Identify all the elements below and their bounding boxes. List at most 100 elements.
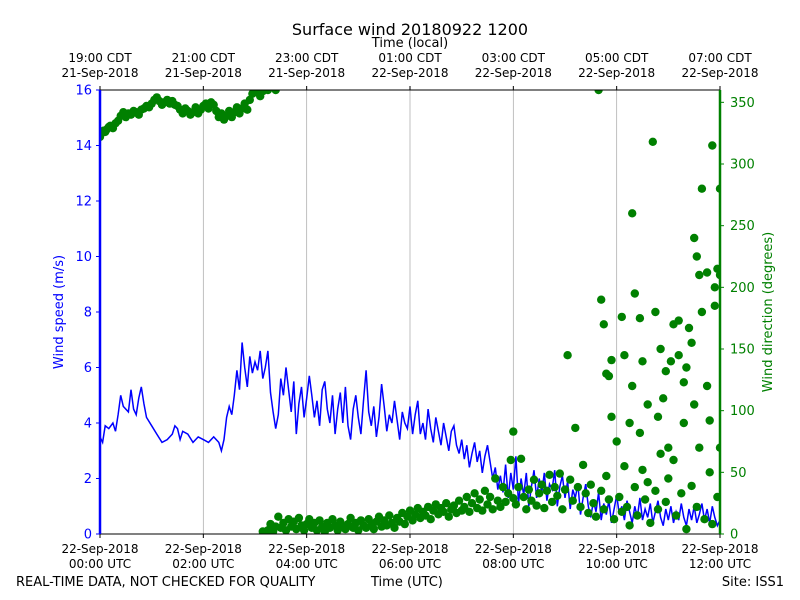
wind-direction-point (661, 367, 670, 376)
wind-direction-point (604, 371, 614, 381)
wind-direction-point (664, 443, 673, 452)
right-axis-label: Wind direction (degrees) (761, 232, 776, 392)
wind-direction-point (702, 381, 712, 391)
top-tick-time: 23:00 CDT (275, 51, 339, 65)
right-tick-label: 350 (730, 96, 755, 111)
wind-direction-point (537, 480, 546, 489)
wind-direction-point (485, 492, 495, 502)
bottom-tick-time: 10:00 UTC (586, 557, 648, 571)
top-tick-time: 03:00 CDT (482, 51, 546, 65)
wind-direction-point (516, 454, 526, 463)
wind-direction-point (478, 506, 487, 515)
wind-direction-point (519, 492, 528, 502)
wind-direction-point (589, 499, 598, 508)
top-tick-date: 21-Sep-2018 (165, 66, 242, 80)
right-tick-label: 50 (730, 466, 747, 481)
right-tick-label: 200 (730, 281, 755, 296)
top-tick-time: 19:00 CDT (68, 51, 132, 65)
wind-direction-point (710, 283, 719, 292)
top-tick-date: 22-Sep-2018 (578, 66, 655, 80)
chart-title: Surface wind 20180922 1200 (291, 20, 529, 39)
wind-direction-point (651, 307, 660, 317)
wind-direction-point (524, 485, 533, 494)
wind-direction-point (390, 523, 399, 532)
right-tick-label: 150 (730, 343, 755, 358)
wind-direction-point (695, 443, 704, 452)
right-tick-label: 100 (730, 404, 755, 419)
wind-direction-point (501, 497, 510, 507)
wind-direction-point (400, 519, 409, 529)
top-axis-label: Time (local) (371, 36, 448, 51)
wind-direction-point (692, 252, 701, 261)
wind-direction-point (705, 468, 714, 477)
wind-direction-point (646, 518, 655, 528)
wind-direction-point (547, 497, 557, 507)
wind-direction-point (674, 351, 683, 360)
wind-direction-point (615, 492, 624, 502)
wind-direction-point (651, 486, 660, 495)
right-tick-label: 300 (730, 158, 755, 173)
wind-direction-point (578, 460, 588, 470)
wind-direction-point (511, 500, 521, 509)
bottom-tick-date: 22-Sep-2018 (681, 542, 758, 556)
wind-direction-point (659, 394, 668, 403)
wind-direction-point (656, 344, 665, 354)
wind-direction-point (602, 471, 611, 481)
wind-direction-point (697, 184, 707, 193)
wind-direction-point (475, 495, 484, 504)
wind-direction-point (514, 482, 523, 492)
wind-direction-point (669, 320, 678, 329)
wind-direction-point (679, 378, 688, 387)
top-tick-date: 21-Sep-2018 (61, 66, 138, 80)
wind-direction-point (630, 482, 639, 492)
bottom-tick-date: 22-Sep-2018 (475, 542, 552, 556)
wind-direction-point (576, 502, 585, 512)
wind-direction-point (560, 485, 570, 494)
left-axis-label: Wind speed (m/s) (52, 255, 67, 369)
wind-direction-point (563, 351, 572, 360)
wind-direction-point (625, 521, 634, 530)
wind-direction-point (535, 489, 544, 498)
bottom-tick-time: 02:00 UTC (172, 557, 234, 571)
wind-direction-point (620, 351, 629, 360)
wind-direction-point (697, 307, 707, 317)
wind-direction-point (586, 480, 595, 489)
wind-direction-point (571, 423, 580, 433)
wind-direction-point (555, 469, 564, 478)
left-tick-label: 4 (84, 417, 92, 432)
wind-direction-point (488, 505, 497, 514)
wind-direction-point (664, 474, 673, 483)
wind-direction-point (628, 381, 637, 391)
wind-direction-point (708, 141, 717, 150)
left-tick-label: 0 (84, 528, 92, 543)
left-tick-label: 2 (84, 472, 92, 487)
wind-direction-point (640, 495, 650, 504)
wind-direction-point (597, 295, 606, 304)
wind-direction-point (687, 338, 696, 347)
wind-direction-point (625, 418, 634, 428)
top-tick-date: 22-Sep-2018 (681, 66, 758, 80)
wind-direction-point (656, 449, 665, 458)
wind-direction-point (506, 455, 515, 465)
wind-direction-point (454, 496, 464, 505)
bottom-tick-time: 12:00 UTC (689, 557, 751, 571)
wind-direction-point (465, 507, 474, 516)
right-tick-label: 0 (730, 528, 738, 543)
series-points-wind-direction (100, 90, 720, 534)
wind-direction-point (480, 486, 490, 495)
wind-direction-point (491, 474, 500, 483)
wind-direction-point (566, 475, 575, 484)
bottom-tick-time: 06:00 UTC (379, 557, 441, 571)
wind-direction-point (620, 462, 629, 471)
wind-direction-point (630, 289, 639, 298)
wind-direction-point (661, 497, 670, 507)
wind-direction-point (540, 503, 549, 513)
bottom-tick-date: 22-Sep-2018 (61, 542, 138, 556)
wind-direction-point (426, 515, 435, 524)
top-tick-time: 05:00 CDT (585, 51, 649, 65)
wind-direction-point (695, 270, 704, 280)
wind-direction-point (700, 515, 709, 524)
wind-direction-point (369, 524, 378, 534)
left-tick-label: 16 (75, 84, 92, 99)
